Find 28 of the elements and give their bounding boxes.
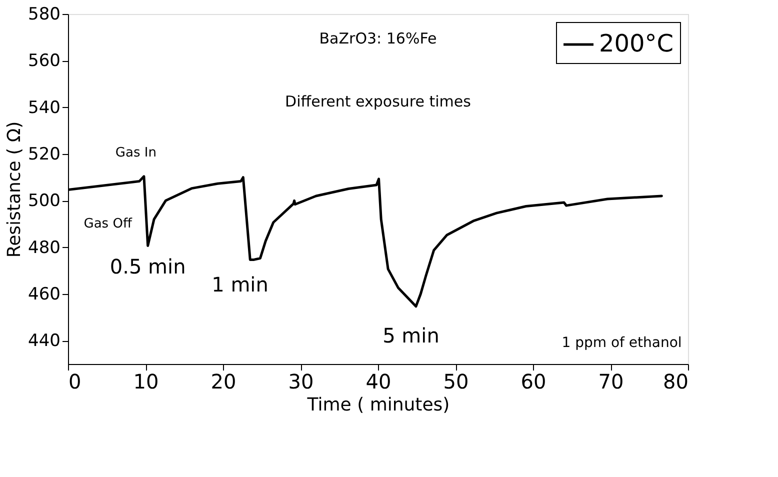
- x-tick-label: 40: [366, 370, 392, 394]
- y-tick-label: 540: [28, 98, 60, 118]
- y-tick-label: 520: [28, 144, 60, 164]
- x-tick-label: 50: [443, 370, 469, 394]
- x-tick-label: 0: [68, 370, 82, 394]
- annotation: 5 min: [382, 323, 440, 348]
- annotation: BaZrO3: 16%Fe: [319, 30, 437, 48]
- x-tick-label: 70: [598, 370, 624, 394]
- x-tick-label: 20: [210, 370, 236, 394]
- x-axis-title: Time ( minutes): [306, 394, 450, 416]
- x-tick-label: 30: [288, 370, 314, 394]
- y-tick-label: 560: [28, 51, 60, 72]
- annotation: Different exposure times: [285, 92, 472, 110]
- y-tick-label: 460: [28, 284, 60, 304]
- x-tick-label: 80: [663, 370, 688, 394]
- legend-label: 200°C: [599, 30, 674, 58]
- y-axis-title: Resistance ( Ω): [4, 121, 26, 258]
- annotation: 0.5 min: [110, 254, 186, 279]
- y-tick-label: 440: [28, 331, 60, 352]
- annotation: 1 min: [212, 272, 268, 297]
- annotation: 1 ppm of ethanol: [562, 335, 682, 351]
- x-tick-label: 10: [133, 370, 159, 394]
- x-tick-label: 60: [520, 370, 546, 394]
- annotation: Gas In: [115, 145, 156, 160]
- y-tick-label: 500: [28, 191, 60, 212]
- y-tick-label: 480: [28, 238, 60, 258]
- y-tick-label: 580: [28, 4, 60, 24]
- annotation: Gas Off: [84, 216, 133, 232]
